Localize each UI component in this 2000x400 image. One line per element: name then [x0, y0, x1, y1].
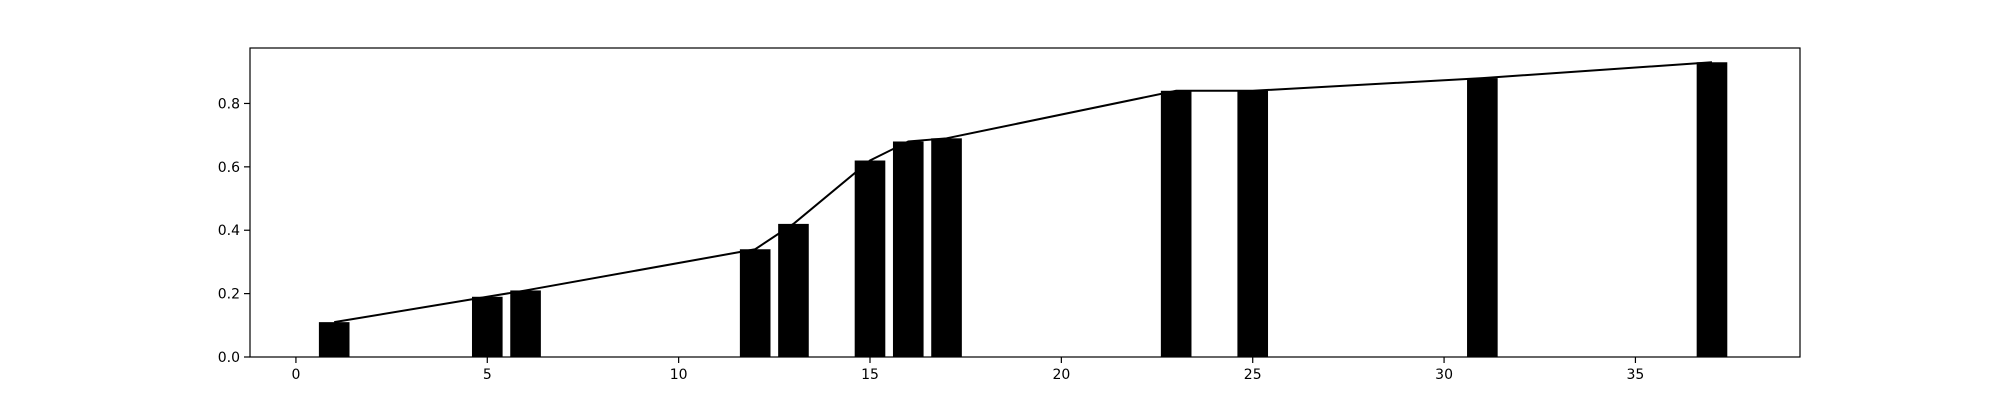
bar-3	[739, 249, 771, 357]
x-tick-label: 25	[1244, 367, 1262, 383]
bar-1	[471, 296, 503, 357]
x-tick-label: 15	[861, 367, 879, 383]
x-tick-label: 0	[291, 367, 300, 383]
bar-0	[318, 322, 350, 357]
x-tick-label: 10	[670, 367, 688, 383]
bar-10	[1467, 78, 1498, 358]
bar-9	[1237, 90, 1269, 357]
x-tick-label: 35	[1627, 367, 1645, 383]
bar-5	[854, 160, 886, 357]
plot-area-frame	[249, 47, 1801, 358]
bar-6	[892, 141, 924, 357]
x-tick-label: 5	[483, 367, 492, 383]
y-tick-label: 0.2	[218, 287, 240, 303]
bar-11	[1696, 62, 1728, 357]
x-tick-label: 20	[1052, 367, 1070, 383]
y-axis: 0.0 0.2 0.4 0.6 0.8	[218, 96, 250, 366]
x-tick-label: 30	[1435, 367, 1453, 383]
y-tick-label: 0.0	[218, 350, 240, 366]
y-tick-label: 0.4	[218, 223, 240, 239]
bar-2	[510, 290, 541, 357]
bar-7	[931, 138, 962, 357]
y-tick-label: 0.8	[218, 96, 240, 112]
bar-8	[1160, 90, 1192, 357]
series-line	[334, 61, 1713, 324]
bar-4	[778, 223, 809, 357]
x-axis: 0 5 10 15 20 25 30 35	[291, 357, 1644, 383]
y-tick-label: 0.6	[218, 160, 240, 176]
bars-group	[318, 62, 1728, 358]
